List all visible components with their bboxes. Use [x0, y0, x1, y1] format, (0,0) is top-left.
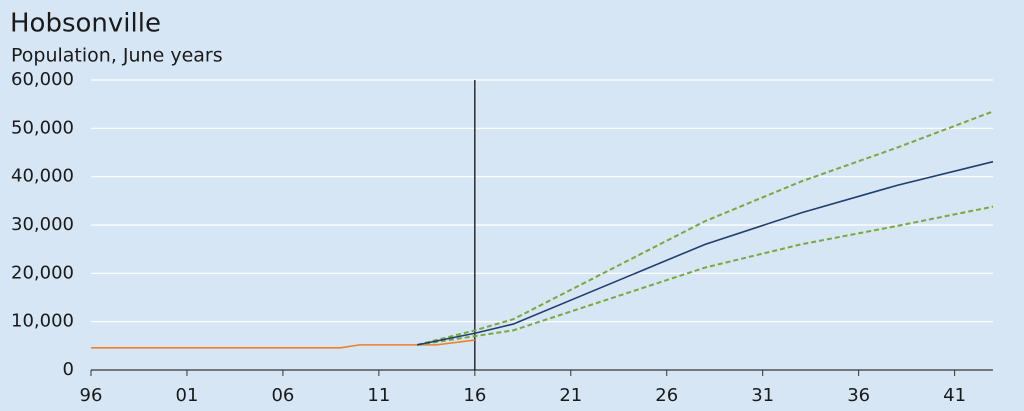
series-line — [417, 160, 994, 346]
y-tick-label: 20,000 — [11, 262, 74, 283]
x-tick-label: 41 — [943, 385, 966, 406]
series-line — [91, 339, 475, 349]
chart-subtitle: Population, June years — [11, 45, 223, 67]
series-line — [417, 205, 994, 346]
x-tick-label: 21 — [559, 385, 582, 406]
y-tick-label: 40,000 — [11, 166, 74, 187]
x-tick-label: 96 — [80, 385, 103, 406]
chart-title: Hobsonville — [10, 9, 161, 39]
x-tick-label: 11 — [367, 385, 390, 406]
x-tick-label: 26 — [655, 385, 678, 406]
x-tick-label: 16 — [463, 385, 486, 406]
x-tick-label: 31 — [751, 385, 774, 406]
y-tick-label: 10,000 — [11, 311, 74, 332]
x-tick-label: 01 — [176, 385, 199, 406]
y-tick-label: 30,000 — [11, 214, 74, 235]
y-tick-label: 0 — [63, 359, 74, 380]
y-tick-label: 60,000 — [11, 69, 74, 90]
x-tick-label: 06 — [271, 385, 294, 406]
series-line — [417, 110, 994, 346]
x-tick-label: 36 — [847, 385, 870, 406]
y-tick-label: 50,000 — [11, 117, 74, 138]
